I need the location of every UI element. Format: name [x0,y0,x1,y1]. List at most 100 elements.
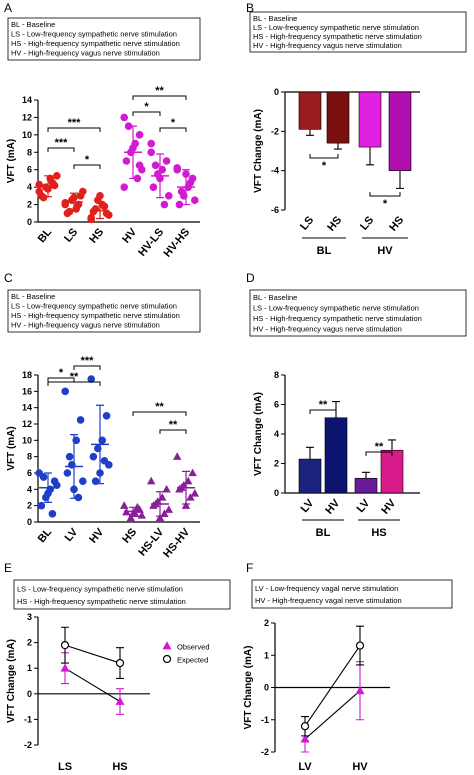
sd-bar [44,472,52,503]
error-bar [362,471,370,479]
legend-box [251,579,453,609]
x-tick-label: LV [355,497,373,515]
series-line [64,667,121,702]
y-tick-label: 6 [27,165,32,175]
legend-marker [162,654,172,664]
significance-label: *** [55,137,69,149]
sd-bar [44,175,52,198]
legend-text: HS - High-frequency sympathetic nerve st… [11,311,180,320]
legend-text: HV - High-frequency vagus nerve stimulat… [11,49,160,58]
significance-bracket [132,95,187,100]
significance-label: ** [155,401,164,413]
y-tick-label: 1 [264,650,269,660]
x-tick-label: BL [36,526,55,545]
legend-text: HS - High-frequency sympathetic nerve st… [253,32,422,41]
data-point [105,211,113,219]
data-point [137,511,147,519]
x-tick-label: HV [379,497,398,517]
significance-label: *** [68,117,82,129]
y-tick-label: 4 [27,182,32,192]
y-tick-label: 8 [27,452,32,462]
y-tick-label: 16 [22,386,32,396]
data-point [115,658,125,668]
significance-bracket [132,111,161,116]
significance-bracket [47,377,75,382]
data-point [355,685,365,695]
data-point [126,513,136,522]
significance-bracket [47,147,75,152]
y-tick-label: 12 [22,112,32,122]
significance-label: * [322,160,327,172]
x-tick-label: HV-HS [161,226,192,259]
y-tick-label: -2 [24,740,32,750]
x-tick-label: LS [58,761,72,773]
y-tick-label: 8 [274,370,279,380]
y-tick-label: 2 [27,200,32,210]
y-tick-label: 4 [27,484,32,494]
group-label: BL [317,245,332,257]
x-tick-label: HV-LS [136,226,166,259]
legend-text: LS - Low-frequency sympathetic nerve sti… [253,303,419,312]
legend-text: HV - High-frequency vagus nerve stimulat… [11,321,160,330]
x-tick-label: HS [112,761,127,773]
x-tick-label: LS [298,214,316,232]
data-point [120,113,129,122]
legend-text: HS - High-frequency sympathetic nerve st… [11,39,180,48]
data-point [300,722,310,731]
sd-bar [156,491,164,517]
error-bar [396,170,404,189]
data-point [160,200,169,209]
data-point [96,192,104,200]
series-line [304,645,361,727]
y-tick-label: 1 [27,663,32,673]
legend-text: LV - Low-frequency vagal nerve stimulati… [255,584,398,593]
y-tick-label: 2 [27,638,32,648]
series-line [64,644,121,664]
legend-box [249,11,467,53]
legend-text: HV - High-frequency vagal nerve stimulat… [255,596,402,605]
data-point [37,501,46,510]
significance-label: *** [81,355,95,367]
data-point [119,501,129,509]
y-tick-label: 0 [264,683,269,693]
data-point [164,505,174,513]
bar [354,477,378,494]
legend-label: Observed [177,643,210,652]
x-tick-label: LV [63,526,81,544]
y-tick-label: 0 [27,217,32,227]
data-point [120,183,129,191]
y-tick-label: -2 [271,126,279,136]
significance-label: ** [155,85,164,97]
y-tick-label: -1 [261,715,269,725]
legend-text: BL - Baseline [253,14,297,23]
x-tick-label: HV [120,226,139,246]
data-point [100,456,109,465]
data-point [151,161,160,170]
sd-bar [70,434,78,499]
bar [388,91,412,171]
panel-label: F [246,561,253,575]
data-point [61,387,69,396]
y-tick-label: 3 [27,612,32,622]
significance-label: ** [70,371,79,383]
legend-box [7,17,201,61]
data-point [100,202,109,211]
data-point [48,510,57,518]
x-tick-label: LV [298,761,312,773]
y-axis-label: VFT (mA) [6,139,17,183]
sd-bar [182,169,190,206]
data-point [61,199,69,207]
data-point [79,187,87,196]
data-point [52,172,61,180]
data-point [181,501,191,509]
y-tick-label: 0 [274,87,279,97]
y-tick-label: 0 [27,517,32,527]
significance-label: * [59,367,64,379]
sd-bar [182,470,190,505]
error-bar [334,143,342,150]
series-line [304,690,361,740]
legend-box [13,579,231,610]
significance-bracket [47,127,101,132]
significance-bracket [159,429,187,434]
